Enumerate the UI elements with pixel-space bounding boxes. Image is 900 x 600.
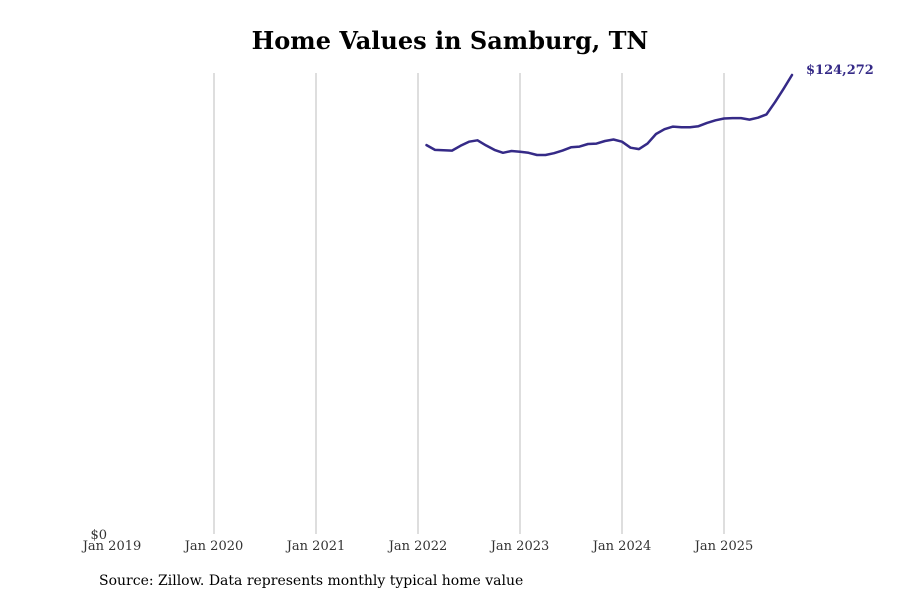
x-tick-label: Jan 2019: [81, 539, 142, 554]
x-tick-label: Jan 2024: [591, 539, 652, 554]
chart-title: Home Values in Samburg, TN: [251, 26, 649, 55]
series-layer: [425, 73, 794, 157]
chart-source-note: Source: Zillow. Data represents monthly …: [99, 573, 524, 589]
x-tick-label: Jan 2025: [693, 539, 754, 554]
end-value-label: $124,272: [806, 63, 874, 78]
data-labels: $124,272: [806, 63, 874, 78]
y-tick-label: $0: [90, 528, 107, 543]
axis-ticks: Jan 2019 Jan 2020 Jan 2021 Jan 2022 Jan 2023…: [81, 528, 754, 554]
x-tick-label: Jan 2023: [489, 539, 550, 554]
series-line: [425, 73, 794, 157]
x-tick-label: Jan 2021: [285, 539, 346, 554]
gridlines: [213, 73, 725, 534]
x-tick-label: Jan 2020: [183, 539, 244, 554]
x-tick-label: Jan 2022: [387, 539, 448, 554]
